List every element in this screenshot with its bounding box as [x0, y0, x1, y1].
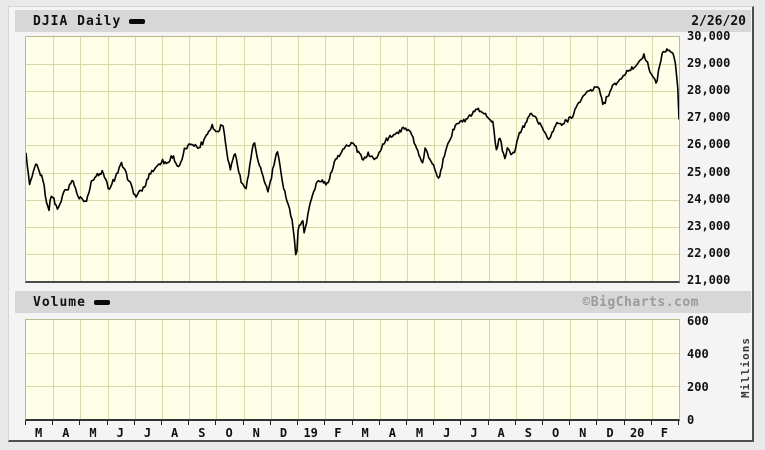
as-of-date: 2/26/20 — [691, 13, 746, 29]
x-axis-tick — [297, 420, 299, 425]
price-y-axis-label: 27,000 — [687, 110, 731, 125]
x-axis-label: J — [470, 426, 478, 440]
x-axis-label: M — [34, 426, 43, 440]
x-axis-tick — [569, 420, 571, 425]
x-axis-tick — [324, 420, 326, 425]
volume-label: Volume — [33, 294, 86, 310]
x-axis-label: J — [443, 426, 451, 440]
price-y-axis-label: 23,000 — [687, 218, 731, 233]
x-axis-label: M — [89, 426, 97, 440]
price-y-axis-label: 21,000 — [687, 273, 731, 287]
price-legend-dash-icon — [129, 18, 146, 24]
x-axis-label: F — [334, 426, 342, 440]
x-axis-label: S — [524, 426, 532, 440]
x-axis-label: J — [116, 426, 124, 440]
price-y-axis-label: 25,000 — [687, 164, 731, 179]
x-axis-tick — [269, 420, 271, 425]
x-axis-tick — [487, 420, 489, 425]
chart-title: DJIA Daily — [33, 13, 122, 29]
x-axis-tick — [215, 420, 217, 425]
x-axis-tick — [188, 420, 190, 425]
x-axis-label: O — [551, 426, 560, 440]
x-axis-label: O — [225, 426, 233, 440]
volume-legend-dash-icon — [93, 299, 110, 305]
x-axis-tick — [460, 420, 462, 425]
x-axis-label: M — [415, 426, 424, 440]
x-axis-tick — [541, 420, 543, 425]
x-axis-tick — [514, 420, 516, 425]
volume-chart-svg — [26, 320, 679, 419]
price-y-axis-label: 28,000 — [687, 83, 731, 98]
volume-y-axis-label: 0 — [687, 413, 695, 427]
x-axis-tick — [623, 420, 625, 425]
price-y-axis-label: 29,000 — [687, 56, 731, 71]
volume-y-axis-label: 200 — [687, 380, 709, 394]
x-axis-label: A — [388, 426, 396, 440]
price-line — [26, 48, 679, 256]
volume-chart-plot — [25, 319, 680, 421]
x-axis-tick — [433, 420, 435, 425]
x-axis-tick — [351, 420, 353, 425]
x-axis-label: A — [497, 426, 505, 440]
x-axis-tick — [25, 420, 26, 425]
volume-unit-label-wrap: Millions — [735, 322, 755, 412]
price-y-axis-label: 24,000 — [687, 191, 731, 206]
price-chart-svg — [26, 37, 679, 281]
x-axis-label: J — [143, 426, 152, 440]
x-axis-tick — [52, 420, 54, 425]
bigcharts-copyright: ©BigCharts.com — [582, 294, 699, 310]
x-axis-label: 19 — [303, 426, 318, 440]
x-axis-label: A — [171, 426, 179, 440]
x-axis-label: N — [252, 426, 260, 440]
x-axis-tick — [242, 420, 244, 425]
x-axis-tick — [79, 420, 81, 425]
price-y-axis-label: 30,000 — [687, 29, 731, 43]
x-axis-tick — [133, 420, 135, 425]
price-chart-plot — [25, 36, 680, 283]
chart-widget: DJIA Daily 2/26/20 30,000 29,000 28,000 27,… — [8, 6, 754, 442]
x-axis-tick — [678, 420, 679, 425]
volume-unit-label: Millions — [738, 336, 752, 398]
x-axis-tick — [161, 420, 163, 425]
x-axis-label: D — [606, 426, 614, 440]
x-axis-label: F — [660, 426, 669, 440]
chart-title-bar: DJIA Daily 2/26/20 — [15, 10, 751, 32]
x-axis-label: S — [198, 426, 206, 440]
x-axis-label: M — [361, 426, 369, 440]
volume-y-axis-label: 400 — [687, 347, 709, 361]
price-y-axis-label: 22,000 — [687, 245, 731, 260]
price-y-axis-label: 26,000 — [687, 137, 731, 152]
x-axis-label: D — [279, 426, 288, 440]
x-axis-tick — [405, 420, 407, 425]
x-axis-tick — [378, 420, 380, 425]
x-axis-label: 20 — [629, 426, 645, 440]
volume-y-axis-label: 600 — [687, 314, 709, 328]
x-axis-tick — [106, 420, 108, 425]
volume-header-bar: Volume ©BigCharts.com — [15, 291, 751, 313]
x-axis-tick — [596, 420, 598, 425]
x-axis-label: A — [62, 426, 70, 440]
x-axis-tick — [650, 420, 652, 425]
x-axis-label: N — [579, 426, 587, 440]
